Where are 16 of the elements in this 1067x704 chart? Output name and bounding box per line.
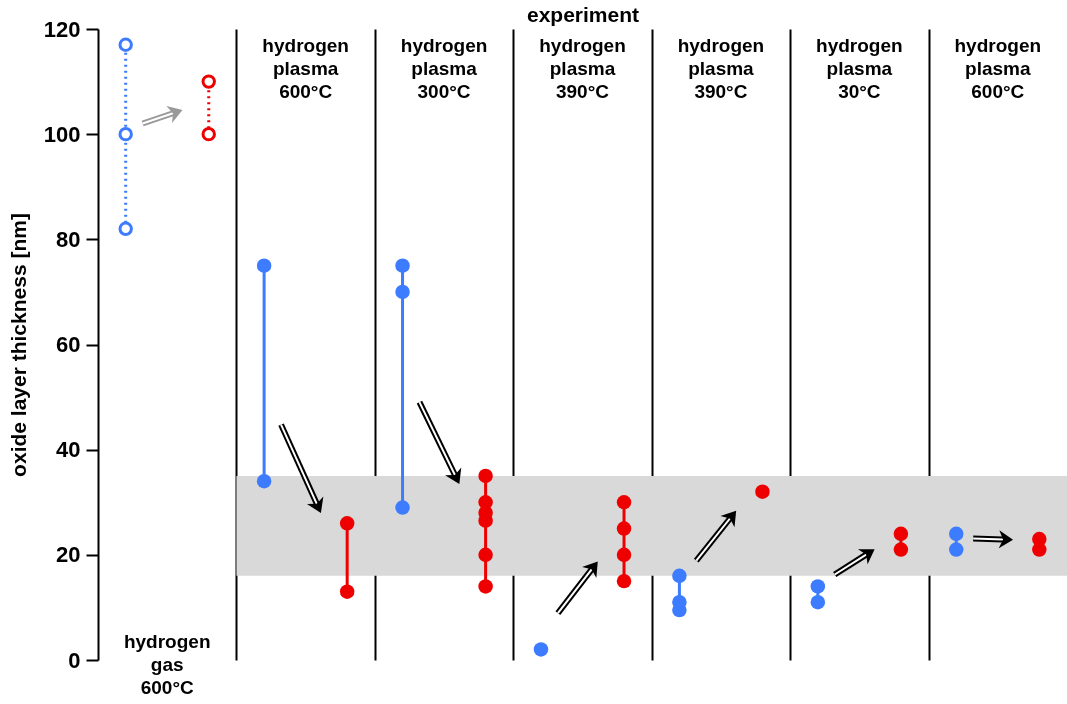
y-tick-label: 100 <box>43 121 81 147</box>
x-axis-title: experiment <box>526 2 640 26</box>
y-tick-label: 80 <box>56 226 81 252</box>
y-tick-label: 60 <box>56 332 81 357</box>
x-tick-label: hydrogen plasma 30°C <box>816 35 903 102</box>
x-tick-label: hydrogen gas 600°C <box>123 631 211 698</box>
x-tick-label: hydrogen plasma 600°C <box>262 35 349 102</box>
y-tick-label: 0 <box>68 647 81 673</box>
x-tick-label: hydrogen plasma 390°C <box>677 35 765 102</box>
y-tick-label: 120 <box>43 16 81 42</box>
x-tick-label: hydrogen plasma 390°C <box>539 35 626 102</box>
x-tick-label: hydrogen plasma 300°C <box>400 35 488 102</box>
y-tick-label: 40 <box>56 437 81 463</box>
x-tick-label: hydrogen plasma 600°C <box>954 35 1042 102</box>
y-tick-label: 20 <box>56 542 81 568</box>
y-axis-title: oxide layer thickness [nm] <box>6 213 30 477</box>
